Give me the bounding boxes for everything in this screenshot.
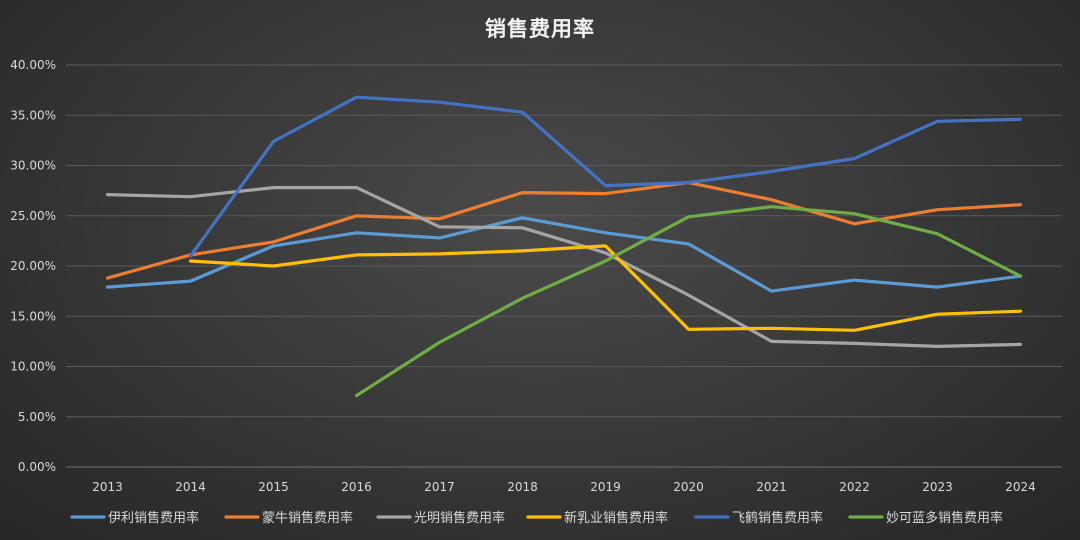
x-tick-label: 2019 [590,480,621,494]
chart-title: 销售费用率 [485,17,595,41]
x-tick-label: 2013 [92,480,123,494]
y-tick-label: 0.00% [18,460,56,474]
legend-label: 蒙牛销售费用率 [262,510,353,526]
x-tick-label: 2014 [175,480,206,494]
x-tick-label: 2023 [922,480,953,494]
series-line-5 [354,205,1023,398]
x-tick-label: 2022 [839,480,870,494]
y-tick-label: 15.00% [10,309,56,323]
legend-label: 妙可蓝多销售费用率 [886,510,1003,526]
series-line-2 [105,186,1023,348]
x-tick-label: 2021 [756,480,787,494]
series-line-1 [105,181,1023,280]
y-tick-label: 20.00% [10,259,56,273]
y-tick-label: 30.00% [10,159,56,173]
x-axis-tick-labels: 2013 2014 2015 2016 2017 2018 2019 2020 2021 2022… [92,480,1036,494]
x-tick-label: 2024 [1005,480,1036,494]
y-tick-label: 25.00% [10,209,56,223]
legend-label: 新乳业销售费用率 [564,510,668,526]
legend-label: 飞鹤销售费用率 [732,510,823,526]
legend: 伊利销售费用率 蒙牛销售费用率 光明销售费用率 新乳业销售费用率 飞鹤销售费用率 妙可蓝多… [70,510,1003,526]
series-lines [105,95,1023,398]
y-axis-tick-labels: 0.00% 5.00% 10.00% 15.00% 20.00% 25.00% 30.00%… [10,58,56,474]
series-line-3 [188,244,1023,332]
x-tick-label: 2016 [341,480,372,494]
series-line-4 [188,95,1023,258]
legend-label: 伊利销售费用率 [108,510,199,526]
legend-label: 光明销售费用率 [414,510,505,526]
gridlines [66,64,1062,468]
x-tick-label: 2020 [673,480,704,494]
x-tick-label: 2015 [258,480,289,494]
y-tick-label: 5.00% [18,410,56,424]
y-tick-label: 10.00% [10,360,56,374]
y-tick-label: 40.00% [10,58,56,72]
series-line-0 [105,216,1023,293]
y-tick-label: 35.00% [10,108,56,122]
x-tick-label: 2017 [424,480,455,494]
x-tick-label: 2018 [507,480,538,494]
